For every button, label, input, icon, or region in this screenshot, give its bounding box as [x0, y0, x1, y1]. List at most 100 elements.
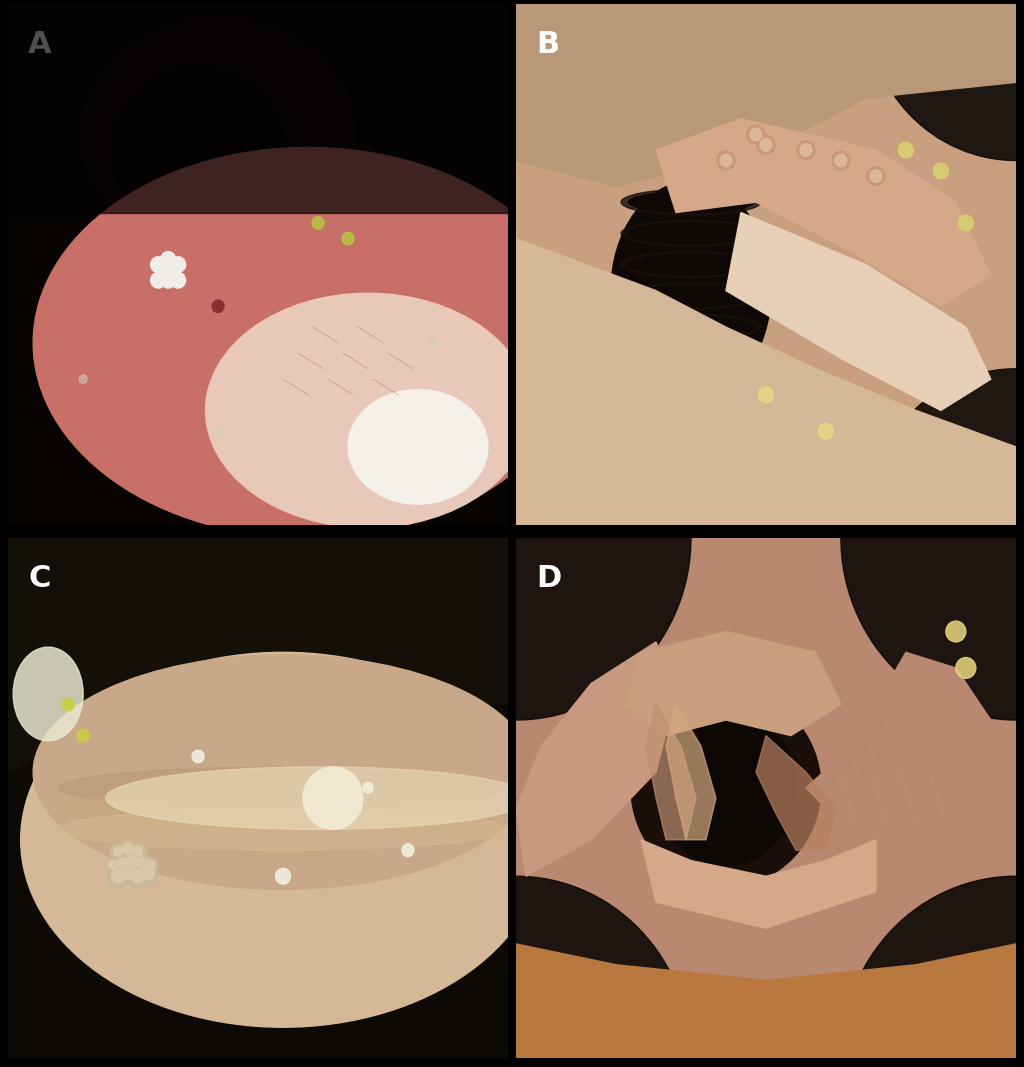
Circle shape: [119, 863, 139, 885]
Circle shape: [303, 767, 362, 829]
Circle shape: [275, 869, 291, 885]
Polygon shape: [726, 212, 991, 411]
Ellipse shape: [33, 147, 583, 538]
Circle shape: [143, 857, 158, 873]
Ellipse shape: [841, 876, 1024, 1067]
Ellipse shape: [391, 408, 1024, 1067]
Ellipse shape: [611, 181, 771, 400]
Ellipse shape: [629, 286, 754, 306]
Ellipse shape: [621, 252, 761, 277]
Ellipse shape: [81, 17, 355, 252]
Circle shape: [151, 272, 166, 288]
Circle shape: [123, 844, 133, 855]
Circle shape: [133, 846, 143, 856]
Circle shape: [746, 125, 765, 144]
Circle shape: [171, 257, 185, 272]
Circle shape: [119, 840, 137, 859]
Circle shape: [156, 267, 171, 283]
Circle shape: [161, 272, 175, 288]
Polygon shape: [806, 652, 1006, 824]
Ellipse shape: [367, 369, 666, 681]
Circle shape: [127, 856, 139, 867]
Ellipse shape: [621, 221, 761, 246]
Circle shape: [138, 863, 158, 885]
Circle shape: [750, 128, 762, 141]
Ellipse shape: [367, 0, 666, 160]
Circle shape: [312, 217, 324, 229]
Ellipse shape: [841, 355, 1024, 720]
Ellipse shape: [621, 314, 761, 340]
Circle shape: [818, 424, 834, 439]
Polygon shape: [516, 944, 1016, 1058]
Ellipse shape: [58, 809, 508, 850]
Circle shape: [151, 257, 166, 272]
Polygon shape: [646, 704, 696, 840]
Circle shape: [402, 844, 414, 857]
Ellipse shape: [58, 787, 508, 829]
Ellipse shape: [631, 689, 821, 887]
Ellipse shape: [866, 369, 1024, 681]
Circle shape: [835, 155, 847, 166]
Polygon shape: [666, 704, 716, 840]
Ellipse shape: [656, 710, 796, 865]
Ellipse shape: [341, 876, 691, 1067]
Circle shape: [112, 870, 125, 883]
Circle shape: [757, 136, 775, 155]
Ellipse shape: [866, 0, 1024, 160]
Ellipse shape: [621, 189, 761, 216]
Circle shape: [800, 144, 812, 156]
Circle shape: [429, 338, 437, 347]
Circle shape: [108, 864, 129, 888]
Ellipse shape: [629, 317, 754, 337]
Ellipse shape: [416, 0, 1024, 630]
Ellipse shape: [58, 767, 508, 809]
Circle shape: [362, 782, 373, 793]
Circle shape: [146, 860, 155, 870]
Circle shape: [342, 233, 354, 244]
Circle shape: [760, 139, 772, 152]
Circle shape: [759, 387, 773, 402]
Circle shape: [130, 843, 146, 860]
Circle shape: [62, 698, 74, 711]
Circle shape: [867, 166, 885, 186]
Polygon shape: [8, 538, 508, 773]
Polygon shape: [626, 632, 841, 735]
Circle shape: [77, 730, 89, 742]
Ellipse shape: [206, 293, 530, 527]
Circle shape: [131, 870, 144, 883]
Text: A: A: [29, 30, 52, 60]
Ellipse shape: [629, 254, 754, 275]
Ellipse shape: [629, 192, 754, 212]
Circle shape: [214, 427, 222, 435]
Polygon shape: [656, 118, 991, 306]
Circle shape: [161, 252, 175, 267]
Polygon shape: [641, 840, 876, 928]
Circle shape: [720, 155, 732, 166]
Ellipse shape: [20, 652, 546, 1028]
Ellipse shape: [33, 655, 532, 889]
Circle shape: [898, 142, 913, 158]
Circle shape: [142, 867, 154, 880]
Circle shape: [123, 851, 143, 872]
Circle shape: [114, 854, 132, 873]
Text: C: C: [29, 563, 50, 593]
Circle shape: [717, 152, 735, 170]
Polygon shape: [516, 4, 1016, 187]
Circle shape: [212, 300, 224, 313]
Circle shape: [127, 864, 150, 888]
Polygon shape: [516, 239, 1016, 525]
Circle shape: [193, 750, 204, 763]
Ellipse shape: [111, 67, 286, 234]
Ellipse shape: [629, 223, 754, 243]
Ellipse shape: [13, 647, 83, 740]
Polygon shape: [8, 4, 508, 212]
Ellipse shape: [105, 767, 530, 829]
Circle shape: [114, 846, 123, 856]
Circle shape: [118, 858, 129, 869]
Circle shape: [870, 170, 882, 182]
Circle shape: [171, 272, 185, 288]
Ellipse shape: [341, 355, 691, 720]
Circle shape: [797, 141, 815, 159]
Text: D: D: [537, 563, 561, 593]
Polygon shape: [756, 735, 836, 850]
